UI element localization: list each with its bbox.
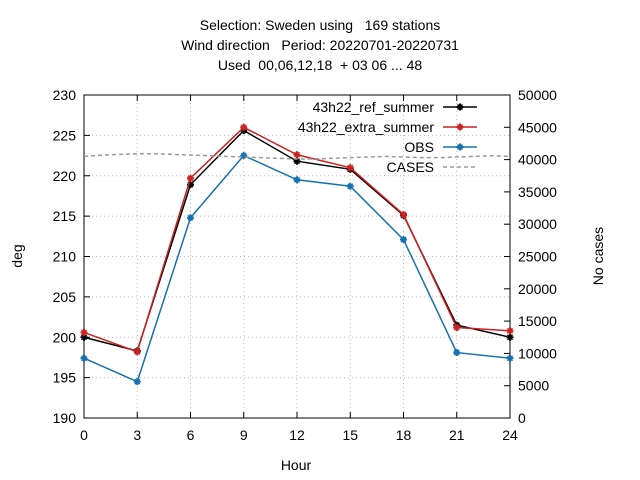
y-tick-label: 210 [53,249,77,265]
x-tick-label: 15 [342,427,358,443]
legend-label: OBS [404,139,434,155]
y2-tick-label: 15000 [518,313,557,329]
y-tick-label: 200 [53,329,77,345]
data-point [187,174,194,182]
data-point [80,328,88,336]
chart-title-line-1: Selection: Sweden using 169 stations [199,17,441,33]
legend: 43h22_ref_summer 43h22_extra_summer OBS CAS… [298,99,477,175]
legend-entry: OBS [404,139,477,155]
x-tick-label: 6 [187,427,195,443]
y2-axis-label: No cases [590,227,606,285]
series-2 [80,152,514,386]
chart-title-line-2: Wind direction Period: 20220701-20220731 [181,37,459,53]
y-tick-label: 230 [53,87,77,103]
y-tick-label: 190 [53,410,77,426]
series-0 [80,127,514,355]
data-point [240,123,248,131]
legend-entry: 43h22_ref_summer [313,99,477,115]
data-point [80,333,88,341]
data-point [346,182,354,190]
y-tick-label: 215 [53,208,77,224]
data-point [187,214,194,222]
series-line [83,153,511,160]
data-point [506,333,514,341]
axes: 0 3 6 9 12 15 18 21 24 190 195 200 205 210 215 220 225 23… [53,87,558,443]
data-point [133,378,141,386]
y2-tick-label: 40000 [518,152,557,168]
y-tick-label: 195 [53,370,77,386]
legend-label: 43h22_ref_summer [313,99,435,115]
y2-tick-label: 0 [518,410,526,426]
data-point [400,211,407,219]
y-axis-label: deg [9,244,25,267]
legend-label: 43h22_extra_summer [298,119,435,135]
grid [84,95,510,418]
data-point [506,327,514,335]
x-tick-label: 12 [289,427,305,443]
x-axis-label: Hour [281,457,312,473]
y2-tick-label: 35000 [518,184,557,200]
y-tick-label: 225 [53,127,77,143]
x-tick-label: 18 [396,427,412,443]
x-tick-label: 0 [80,427,88,443]
data-point [240,152,248,160]
x-tick-label: 3 [133,427,141,443]
series-3 [83,153,511,160]
y2-tick-label: 10000 [518,345,557,361]
series-1 [80,123,514,356]
y2-tick-label: 45000 [518,119,557,135]
x-tick-label: 24 [502,427,518,443]
y-tick-label: 220 [53,168,77,184]
legend-label: CASES [387,159,434,175]
x-tick-label: 21 [449,427,465,443]
data-point [133,348,141,356]
legend-entry: CASES [387,159,477,175]
y2-tick-label: 25000 [518,249,557,265]
y2-tick-label: 5000 [518,378,549,394]
chart-title-line-3: Used 00,06,12,18 + 03 06 ... 48 [217,57,423,73]
data-point [293,176,301,184]
data-point [453,324,461,332]
y-tick-label: 205 [53,289,77,305]
series [80,123,514,386]
data-point [453,349,461,357]
y2-tick-label: 30000 [518,216,557,232]
data-point [80,354,88,362]
data-point [456,123,464,131]
y2-tick-label: 50000 [518,87,557,103]
y2-tick-label: 20000 [518,281,557,297]
data-point [293,151,301,159]
data-point [346,164,354,172]
data-point [506,354,514,362]
legend-entry: 43h22_extra_summer [298,119,477,135]
data-point [400,236,407,244]
data-point [456,143,464,151]
x-tick-label: 9 [240,427,248,443]
data-point [456,103,464,111]
